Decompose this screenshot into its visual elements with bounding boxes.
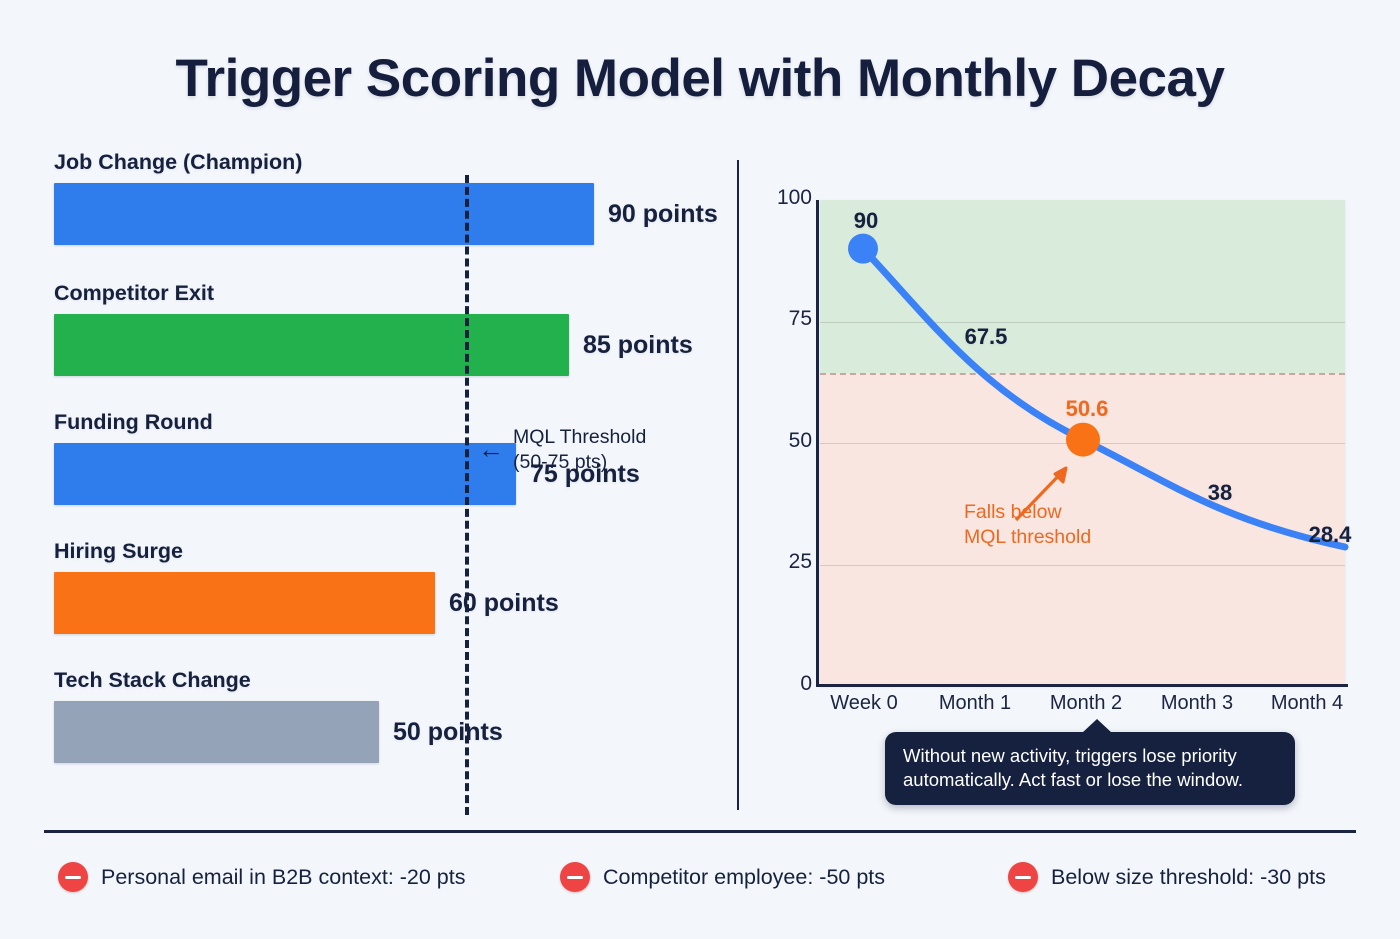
- gridline-75: [820, 321, 1345, 323]
- point-label-1: 67.5: [964, 324, 1008, 349]
- point-label-0: 90: [853, 208, 879, 233]
- bar-value-label: 50 points: [393, 717, 503, 746]
- penalty-item-0: Personal email in B2B context: -20 pts: [58, 862, 466, 892]
- bar-rect: [54, 572, 435, 634]
- band-above-threshold: [820, 200, 1345, 374]
- callout-line1: Without new activity, triggers lose prio…: [903, 745, 1237, 766]
- y-axis: [816, 200, 819, 686]
- bar-rect: [54, 314, 569, 376]
- y-tick-75: 75: [788, 307, 812, 330]
- bar-label: Job Change (Champion): [54, 150, 303, 174]
- bar-rect: [54, 701, 379, 763]
- bar-value-label: 85 points: [583, 330, 693, 359]
- trigger-score-bar-chart: Job Change (Champion) 90 points Competit…: [0, 150, 737, 815]
- bar-label: Hiring Surge: [54, 539, 184, 563]
- x-tick-0: Week 0: [830, 692, 898, 714]
- bar-value-label: 75 points: [530, 459, 640, 488]
- bar-label: Competitor Exit: [54, 281, 215, 305]
- gridline-25: [820, 564, 1345, 566]
- falls-note-line1: Falls below: [964, 501, 1062, 523]
- y-tick-25: 25: [788, 550, 812, 573]
- bar-group-0: Job Change (Champion) 90 points: [54, 150, 718, 245]
- bar-group-4: Tech Stack Change 50 points: [54, 668, 503, 763]
- mql-threshold-annotation: ← MQL Threshold (50-75 pts): [478, 425, 646, 475]
- x-tick-4: Month 4: [1270, 692, 1344, 714]
- bar-value-label: 90 points: [608, 199, 718, 228]
- plot-area: 90 67.5 50.6 38 28.4 Falls below MQL thr…: [820, 200, 1351, 686]
- minus-circle-icon: [1008, 862, 1038, 892]
- panel-divider: [737, 160, 739, 810]
- mql-threshold-line1: MQL Threshold: [513, 426, 647, 448]
- decay-callout-tooltip: Without new activity, triggers lose prio…: [885, 718, 1295, 806]
- penalty-text: Competitor employee: -50 pts: [603, 864, 886, 889]
- bar-rect: [54, 443, 516, 505]
- bar-label: Tech Stack Change: [54, 668, 251, 692]
- bar-group-1: Competitor Exit 85 points: [54, 281, 693, 376]
- penalty-legend: Personal email in B2B context: -20 pts C…: [44, 846, 1356, 908]
- y-tick-0: 0: [800, 672, 812, 695]
- mql-band-divider: [820, 373, 1345, 376]
- left-arrow-icon: ←: [478, 433, 504, 464]
- penalty-text: Personal email in B2B context: -20 pts: [101, 864, 466, 889]
- minus-circle-icon: [58, 862, 88, 892]
- marker-week0: [848, 233, 878, 264]
- marker-month2: [1066, 422, 1100, 457]
- penalty-item-1: Competitor employee: -50 pts: [560, 862, 885, 892]
- penalty-text: Below size threshold: -30 pts: [1051, 864, 1326, 889]
- x-tick-1: Month 1: [938, 692, 1012, 714]
- mql-threshold-text: MQL Threshold (50-75 pts): [513, 425, 646, 475]
- x-tick-3: Month 3: [1160, 692, 1234, 714]
- callout-line2: automatically. Act fast or lose the wind…: [903, 769, 1244, 791]
- score-decay-line-chart: 90 67.5 50.6 38 28.4 Falls below MQL thr…: [770, 180, 1370, 806]
- bar-label: Funding Round: [54, 410, 213, 434]
- page-title: Trigger Scoring Model with Monthly Decay: [175, 49, 1225, 108]
- bar-group-2: Funding Round 75 points: [54, 410, 640, 505]
- x-axis: [816, 684, 1348, 687]
- bar-group-3: Hiring Surge 60 points: [54, 539, 559, 634]
- point-label-3: 38: [1207, 480, 1233, 505]
- point-label-4: 28.4: [1308, 522, 1352, 547]
- bar-rect: [54, 183, 594, 245]
- minus-circle-icon: [560, 862, 590, 892]
- falls-note-line2: MQL threshold: [964, 525, 1092, 548]
- footer-divider: [44, 830, 1356, 833]
- falls-below-annotation: Falls below MQL threshold: [964, 500, 1091, 550]
- mql-threshold-line: [465, 175, 469, 815]
- mql-threshold-line2: (50-75 pts): [513, 450, 608, 473]
- decay-markers: [848, 233, 1100, 522]
- x-tick-2: Month 2: [1049, 692, 1123, 714]
- y-tick-100: 100: [776, 186, 812, 209]
- point-label-2: 50.6: [1065, 396, 1109, 421]
- penalty-item-2: Below size threshold: -30 pts: [1008, 862, 1326, 892]
- y-tick-50: 50: [788, 429, 812, 452]
